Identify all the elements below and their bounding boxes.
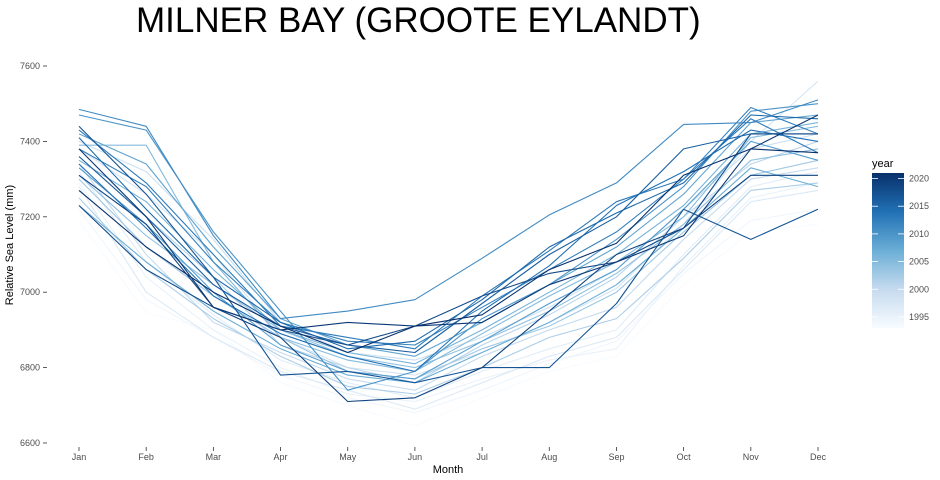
y-tick-label: 7200 (20, 212, 40, 222)
x-tick-label: Nov (743, 452, 760, 462)
x-tick-label: May (339, 452, 357, 462)
x-tick-label: Sep (608, 452, 624, 462)
legend: year 1995 2000 2005 2010 2015 2020 (872, 158, 929, 328)
series-line-2016 (78, 133, 818, 354)
x-tick-label: Jun (408, 452, 423, 462)
series-line-1996 (78, 171, 819, 399)
x-tick-label: Mar (206, 452, 222, 462)
plot-area (78, 80, 819, 427)
series-line-1995 (78, 182, 819, 403)
x-tick-label: Aug (541, 452, 557, 462)
x-tick-label: Dec (810, 452, 827, 462)
series-line-2020 (78, 114, 819, 331)
x-tick-label: Oct (677, 452, 692, 462)
y-tick-label: 7400 (20, 136, 40, 146)
series-line-2015 (78, 114, 819, 350)
legend-colorbar (872, 173, 904, 328)
series-line-1997 (78, 186, 819, 410)
legend-tick-label: 2015 (909, 201, 929, 211)
legend-tick-label: 2000 (909, 284, 929, 294)
y-tick-label: 7600 (20, 61, 40, 71)
legend-tick-label: 1995 (909, 312, 929, 322)
series-line-2002 (78, 182, 819, 395)
x-tick-label: Jan (72, 452, 87, 462)
y-tick-label: 6600 (20, 438, 40, 448)
series-line-2021 (78, 148, 819, 354)
chart-title: MILNER BAY (GROOTE EYLANDT) (136, 1, 701, 40)
series-line-1999 (78, 133, 819, 361)
x-axis-title: Month (433, 464, 464, 476)
y-axis-title: Relative Sea Level (mm) (4, 185, 16, 305)
series-line-2007 (78, 167, 819, 384)
series-line-1993 (78, 220, 819, 427)
series-line-2008 (78, 114, 819, 357)
series-line-1994 (78, 208, 819, 414)
legend-tick-label: 2005 (909, 257, 929, 267)
y-tick-label: 6800 (20, 363, 40, 373)
y-tick-label: 7000 (20, 287, 40, 297)
x-axis: Jan Feb Mar Apr May Jun Jul Aug Sep Oct Nov Dec (72, 447, 827, 462)
x-tick-label: Apr (274, 452, 288, 462)
series-line-2017 (78, 125, 819, 384)
series-line-2011 (78, 99, 819, 320)
legend-tick-label: 2010 (909, 229, 929, 239)
legend-tick-label: 2020 (909, 174, 929, 184)
series-line-2019 (78, 174, 818, 403)
y-axis: 6600 6800 7000 7200 7400 7600 (20, 61, 47, 448)
series-line-2004 (78, 148, 819, 369)
series-line-2003 (78, 159, 819, 380)
series-line-2013 (78, 118, 819, 350)
legend-ticks: 1995 2000 2005 2010 2015 2020 (872, 174, 929, 322)
series-line-2009 (78, 140, 819, 380)
series-line-2012 (78, 106, 819, 346)
x-tick-label: Feb (138, 452, 154, 462)
series-line-1998 (78, 80, 819, 376)
series-line-2010 (78, 103, 819, 391)
series-line-2018 (78, 133, 818, 346)
series-group (78, 80, 819, 427)
legend-title: year (872, 158, 894, 170)
x-tick-label: Jul (476, 452, 488, 462)
series-line-2006 (78, 122, 819, 365)
